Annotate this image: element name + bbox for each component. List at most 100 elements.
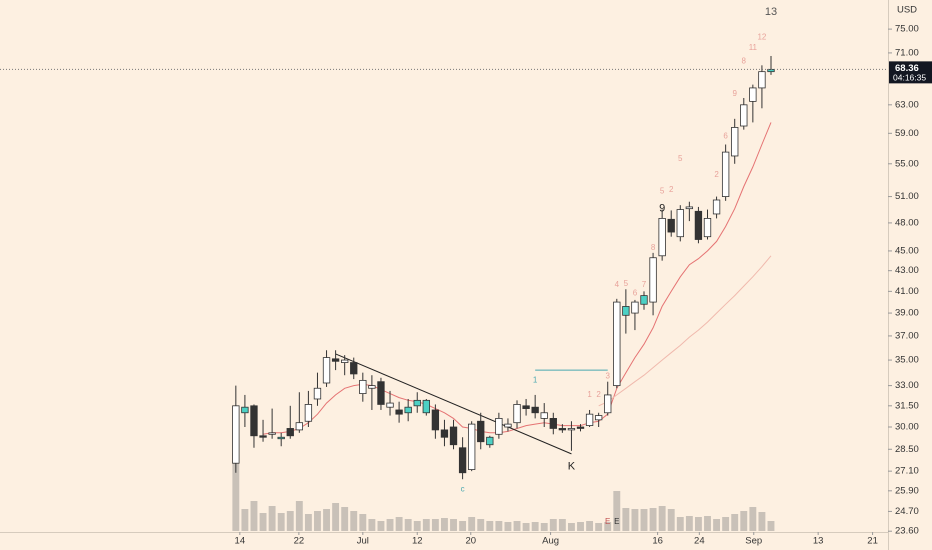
candle-body bbox=[295, 422, 303, 431]
volume-bar bbox=[631, 509, 639, 531]
candle-body bbox=[649, 257, 657, 303]
y-tick-label: 59.00 bbox=[895, 128, 919, 139]
y-tick-label: 28.50 bbox=[895, 444, 919, 455]
volume-bar bbox=[586, 521, 594, 531]
volume-bar bbox=[667, 509, 675, 531]
candle-body bbox=[277, 436, 285, 440]
volume-bar bbox=[595, 523, 603, 531]
candle-body bbox=[622, 306, 630, 316]
candle-body bbox=[250, 405, 258, 437]
candle-body bbox=[749, 87, 757, 102]
volume-bar bbox=[740, 511, 748, 531]
candle-body bbox=[731, 127, 739, 157]
volume-bar bbox=[441, 518, 448, 531]
countdown-label: 04:16:35 bbox=[893, 73, 926, 83]
y-tick-label: 31.50 bbox=[895, 400, 919, 411]
x-tick-label: 16 bbox=[652, 536, 663, 547]
volume-bar bbox=[386, 519, 394, 531]
volume-bar bbox=[486, 521, 494, 531]
volume-bar bbox=[413, 521, 421, 531]
volume-bar bbox=[314, 511, 321, 531]
volume-bar bbox=[304, 514, 312, 531]
volume-bar bbox=[268, 506, 276, 531]
candle-body bbox=[767, 68, 775, 73]
candle-body bbox=[740, 104, 748, 127]
candle-body bbox=[313, 387, 322, 400]
y-tick-label: 63.00 bbox=[895, 99, 919, 110]
volume-bar bbox=[694, 517, 702, 531]
y-tick-label: 35.00 bbox=[895, 355, 919, 366]
candle-body bbox=[721, 151, 730, 197]
volume-bar bbox=[549, 519, 557, 531]
annotation: 2 bbox=[669, 185, 674, 194]
candle-body bbox=[585, 413, 594, 426]
y-tick-label: 55.00 bbox=[895, 158, 919, 169]
currency-label: USD bbox=[897, 5, 917, 16]
candle-body bbox=[613, 301, 621, 387]
annotation: c bbox=[461, 484, 465, 493]
trendline bbox=[335, 353, 572, 455]
annotation: K bbox=[568, 460, 576, 472]
annotation: 8 bbox=[651, 243, 656, 252]
volume-bar bbox=[676, 517, 684, 531]
volume-bar bbox=[468, 517, 476, 531]
candle-body bbox=[359, 379, 367, 394]
y-tick-label: 25.90 bbox=[895, 485, 919, 496]
volume-bar bbox=[522, 523, 530, 531]
volume-bar bbox=[477, 519, 485, 531]
candle-body bbox=[458, 447, 467, 474]
candle-body bbox=[259, 435, 267, 438]
annotation: 3 bbox=[605, 372, 610, 381]
y-tick-label: 24.70 bbox=[895, 506, 919, 517]
y-tick-label: 51.00 bbox=[895, 191, 919, 202]
y-tick-label: 39.00 bbox=[895, 308, 919, 319]
candle-body bbox=[350, 362, 358, 375]
candle-body bbox=[522, 405, 530, 409]
volume-bar bbox=[495, 521, 503, 531]
x-tick-label: Aug bbox=[542, 536, 559, 547]
annotation: 2 bbox=[596, 390, 601, 399]
x-tick-label: 21 bbox=[867, 536, 878, 547]
candle-body bbox=[431, 409, 440, 431]
candle-body bbox=[449, 426, 458, 446]
annotation: 6 bbox=[633, 289, 638, 298]
volume-bar bbox=[259, 513, 267, 531]
annotation: 6 bbox=[723, 131, 728, 140]
candle-body bbox=[576, 426, 585, 429]
annotation: 8 bbox=[742, 57, 747, 66]
x-tick-label: 24 bbox=[694, 536, 705, 547]
volume-bar bbox=[404, 519, 412, 531]
candle-body bbox=[758, 71, 766, 89]
annotation: 5 bbox=[660, 187, 665, 196]
volume-bar bbox=[395, 517, 403, 531]
annotation: 4 bbox=[615, 280, 620, 289]
candle-body bbox=[413, 399, 421, 407]
volume-bar bbox=[286, 511, 294, 531]
x-tick-label: 14 bbox=[235, 536, 246, 547]
annotation: 11 bbox=[749, 43, 758, 52]
candle-body bbox=[331, 358, 340, 362]
candle-body bbox=[404, 406, 412, 414]
annotation: 2 bbox=[714, 170, 719, 179]
volume-bar bbox=[758, 512, 766, 531]
volume-bar bbox=[277, 513, 285, 531]
candle-body bbox=[604, 394, 612, 414]
y-tick-label: 71.00 bbox=[895, 47, 919, 58]
volume-bar bbox=[640, 509, 648, 531]
annotation: 9 bbox=[659, 203, 665, 215]
volume-bar bbox=[558, 519, 566, 531]
candle-body bbox=[640, 295, 648, 305]
candle-body bbox=[304, 404, 313, 422]
volume-bar bbox=[685, 516, 693, 531]
volume-bar bbox=[731, 514, 739, 531]
candle-body bbox=[631, 301, 639, 314]
candle-body bbox=[268, 432, 276, 435]
candle-body bbox=[232, 405, 240, 464]
y-tick-label: 33.00 bbox=[895, 380, 919, 391]
candle-body bbox=[558, 428, 567, 431]
candle-body bbox=[286, 428, 294, 437]
candle-body bbox=[495, 418, 503, 435]
y-tick-label: 45.00 bbox=[895, 245, 919, 256]
